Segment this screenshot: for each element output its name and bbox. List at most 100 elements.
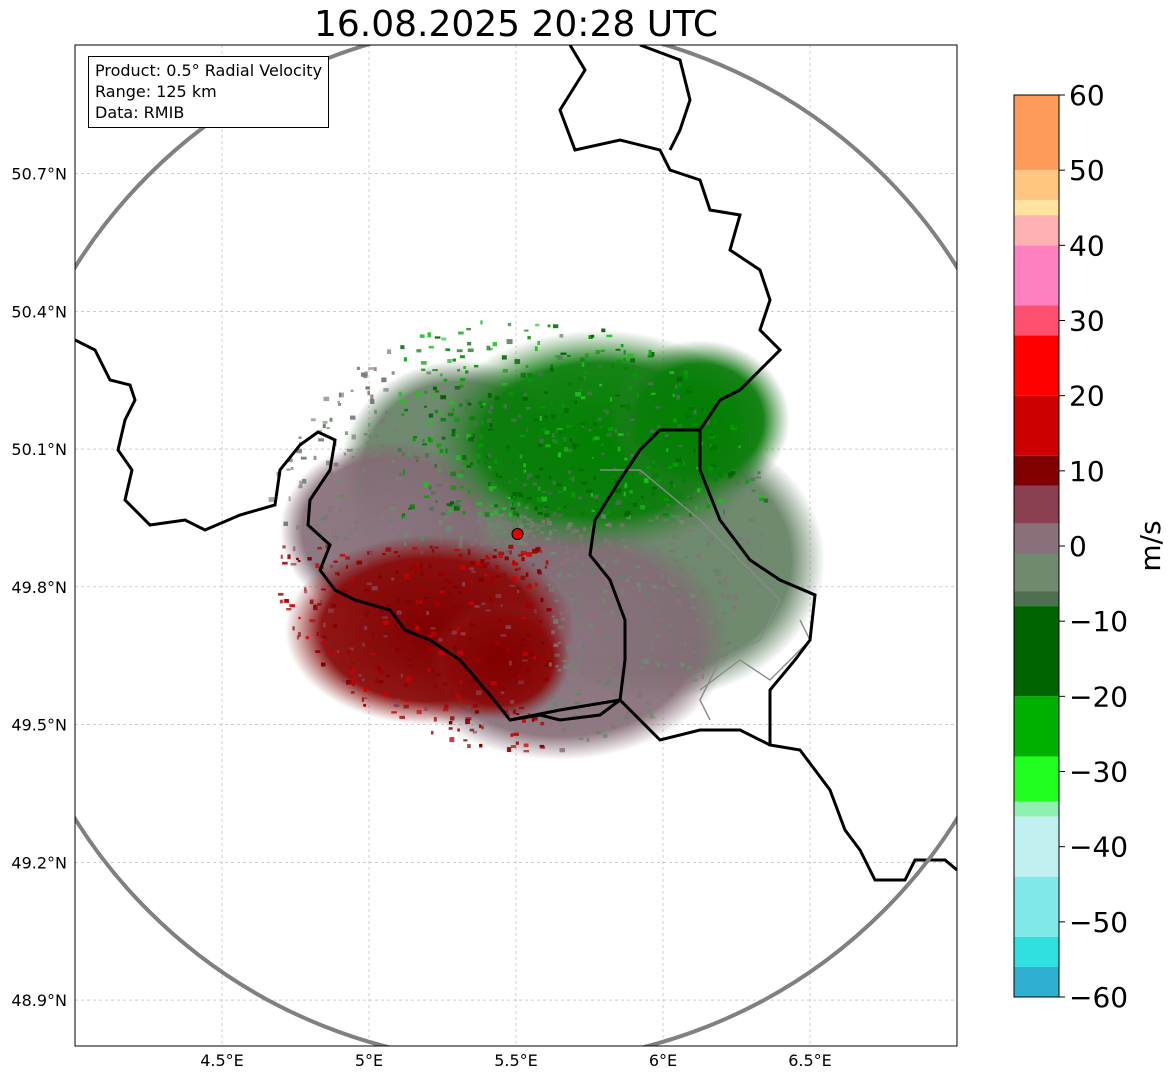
echo-speckle <box>489 597 492 601</box>
echo-speckle <box>612 648 615 651</box>
echo-speckle <box>405 600 411 604</box>
echo-speckle <box>457 504 461 508</box>
echo-speckle <box>492 430 495 433</box>
echo-speckle <box>523 463 527 468</box>
echo-speckle <box>614 694 618 698</box>
echo-speckle <box>506 445 510 449</box>
echo-speckle <box>367 551 370 555</box>
echo-speckle <box>763 498 769 503</box>
echo-speckle <box>689 513 692 517</box>
echo-speckle <box>564 408 569 413</box>
echo-speckle <box>498 617 502 622</box>
echo-speckle <box>356 366 360 370</box>
echo-speckle <box>573 701 580 704</box>
colorbar-band <box>1014 523 1059 554</box>
echo-speckle <box>380 516 383 521</box>
echo-speckle <box>455 434 459 438</box>
colorbar-band <box>1014 801 1059 817</box>
echo-speckle <box>480 405 483 408</box>
echo-speckle <box>571 666 578 671</box>
echo-speckle <box>573 529 579 533</box>
echo-speckle <box>322 635 327 639</box>
echo-speckle <box>505 713 510 716</box>
echo-speckle <box>317 546 322 550</box>
echo-speckle <box>691 631 697 636</box>
colorbar-band <box>1014 335 1059 396</box>
echo-speckle <box>521 557 525 562</box>
echo-speckle <box>467 348 474 353</box>
echo-speckle <box>617 446 621 452</box>
echo-speckle <box>334 650 338 655</box>
echo-speckle <box>450 471 457 477</box>
echo-speckle <box>559 748 565 753</box>
echo-speckle <box>603 612 608 618</box>
echo-speckle <box>663 663 667 667</box>
echo-speckle <box>494 510 499 515</box>
echo-speckle <box>573 445 576 450</box>
echo-speckle <box>542 537 547 540</box>
echo-speckle <box>650 621 654 625</box>
echo-speckle <box>348 531 354 535</box>
echo-speckle <box>505 625 511 629</box>
echo-speckle <box>316 631 319 637</box>
echo-speckle <box>630 358 635 363</box>
echo-speckle <box>601 598 606 603</box>
echo-speckle <box>448 727 453 730</box>
echo-speckle <box>363 704 367 707</box>
echo-speckle <box>545 536 551 541</box>
echo-speckle <box>432 369 438 372</box>
echo-speckle <box>374 409 377 414</box>
echo-speckle <box>484 512 490 517</box>
echo-speckle <box>562 726 566 732</box>
echo-speckle <box>454 549 460 552</box>
echo-speckle <box>368 422 371 427</box>
echo-speckle <box>633 374 637 377</box>
echo-speckle <box>622 550 628 554</box>
echo-speckle <box>422 443 427 446</box>
echo-speckle <box>417 587 422 591</box>
radar-site-marker[interactable] <box>511 528 524 541</box>
echo-speckle <box>629 490 633 494</box>
echo-speckle <box>526 477 530 480</box>
echo-speckle <box>526 427 529 432</box>
echo-speckle <box>593 476 596 480</box>
echo-speckle <box>538 498 542 503</box>
echo-speckle <box>512 492 517 496</box>
echo-speckle <box>297 559 301 563</box>
echo-speckle <box>451 630 457 635</box>
echo-speckle <box>613 678 617 683</box>
echo-speckle <box>723 509 726 515</box>
echo-speckle <box>487 410 493 414</box>
echo-speckle <box>564 545 569 550</box>
echo-speckle <box>557 355 563 360</box>
echo-speckle <box>607 443 613 447</box>
echo-speckle <box>565 527 572 530</box>
echo-speckle <box>662 519 669 522</box>
echo-speckle <box>350 389 354 392</box>
echo-speckle <box>581 544 584 550</box>
echo-speckle <box>651 585 658 588</box>
echo-speckle <box>298 436 302 439</box>
echo-speckle <box>320 640 327 645</box>
echo-speckle <box>626 432 630 436</box>
echo-speckle <box>509 660 512 666</box>
echo-speckle <box>503 541 507 544</box>
data-source-label: Data: RMIB <box>95 103 185 122</box>
echo-speckle <box>466 434 471 439</box>
echo-speckle <box>541 641 545 645</box>
echo-speckle <box>489 486 493 492</box>
echo-speckle <box>678 383 682 387</box>
echo-speckle <box>706 542 711 547</box>
echo-speckle <box>631 539 637 545</box>
echo-speckle <box>719 593 725 598</box>
echo-speckle <box>361 530 368 533</box>
echo-speckle <box>508 392 514 396</box>
echo-speckle <box>393 551 398 554</box>
echo-speckle <box>514 568 519 571</box>
echo-speckle <box>490 681 497 686</box>
echo-speckle <box>511 576 518 582</box>
echo-speckle <box>440 512 446 516</box>
echo-speckle <box>563 436 567 442</box>
echo-speckle <box>538 442 543 448</box>
echo-speckle <box>420 535 425 541</box>
